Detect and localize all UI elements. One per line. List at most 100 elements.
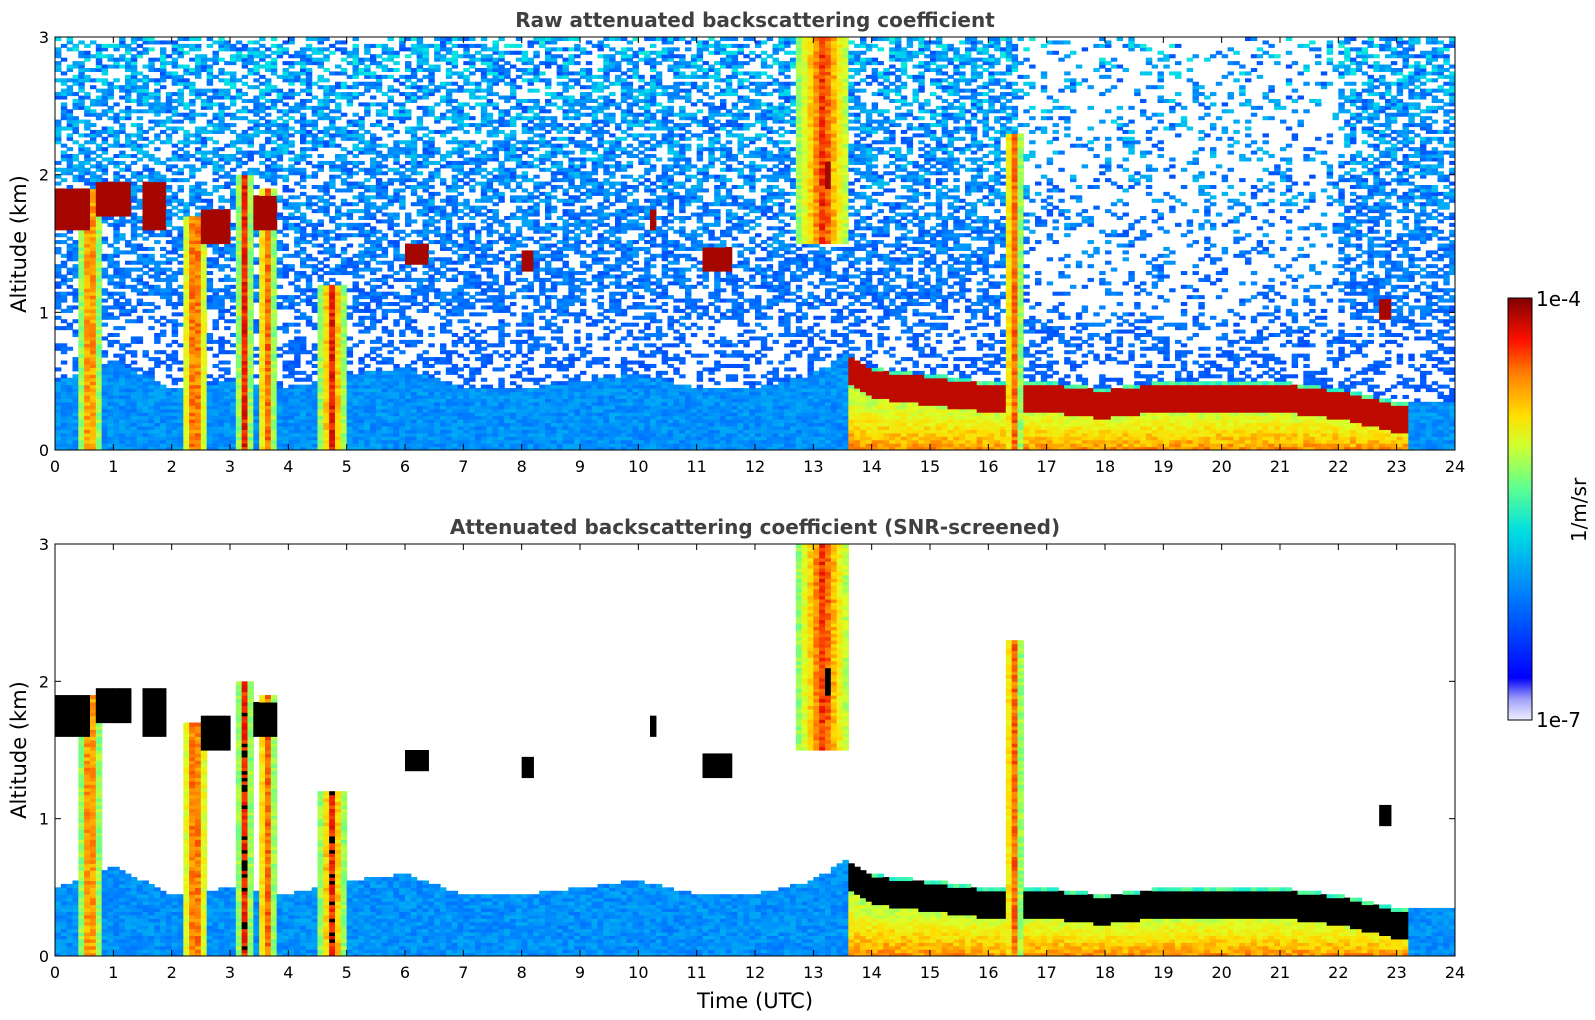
heatmap-cell — [276, 405, 284, 410]
heatmap-cell — [200, 422, 208, 427]
heatmap-cell — [270, 350, 278, 355]
heatmap-cell — [230, 236, 237, 241]
heatmap-cell — [352, 432, 359, 437]
heatmap-cell — [393, 291, 400, 296]
heatmap-cell — [288, 40, 295, 45]
heatmap-cell — [195, 274, 202, 279]
heatmap-cell — [311, 174, 319, 179]
heatmap-cell — [410, 422, 418, 427]
heatmap-cell — [335, 319, 342, 324]
heatmap-cell — [200, 260, 208, 265]
heatmap-cell — [288, 412, 295, 417]
heatmap-cell — [113, 195, 120, 200]
heatmap-cell — [95, 346, 103, 351]
heatmap-cell — [241, 43, 249, 48]
heatmap-cell — [393, 443, 400, 448]
heatmap-cell — [381, 181, 389, 186]
heatmap-cell — [300, 377, 307, 382]
heatmap-cell — [177, 343, 184, 348]
heatmap-cell — [381, 74, 389, 79]
heatmap-cell — [95, 377, 103, 382]
heatmap-cell — [177, 95, 184, 100]
heatmap-cell — [305, 284, 313, 289]
heatmap-cell — [358, 408, 365, 413]
heatmap-cell — [113, 233, 120, 238]
heatmap-cell — [253, 295, 260, 300]
heatmap-cell — [160, 222, 167, 227]
heatmap-cell — [323, 284, 330, 289]
heatmap-cell — [72, 429, 79, 434]
heatmap-cell — [230, 202, 237, 207]
heatmap-cell — [171, 212, 179, 217]
heatmap-cell — [101, 267, 109, 272]
heatmap-cell — [282, 408, 289, 413]
heatmap-cell — [125, 267, 132, 272]
heatmap-cell — [200, 143, 208, 148]
heatmap-cell — [393, 308, 400, 313]
heatmap-cell — [294, 236, 301, 241]
heatmap-cell — [393, 408, 400, 413]
heatmap-cell — [381, 377, 389, 382]
heatmap-cell — [142, 198, 149, 203]
heatmap-cell — [358, 184, 365, 190]
heatmap-cell — [393, 425, 400, 430]
heatmap-cell — [160, 219, 167, 224]
heatmap-cell — [72, 384, 79, 389]
heatmap-cell — [95, 302, 103, 307]
heatmap-cell — [288, 105, 295, 110]
heatmap-cell — [358, 209, 365, 214]
heatmap-cell — [358, 398, 365, 403]
heatmap-cell — [78, 284, 85, 289]
heatmap-cell — [113, 57, 120, 62]
heatmap-cell — [323, 295, 330, 300]
heatmap-cell — [142, 377, 149, 382]
heatmap-cell — [206, 229, 214, 234]
heatmap-cell — [78, 233, 85, 238]
heatmap-cell — [95, 164, 103, 169]
heatmap-cell — [212, 240, 219, 245]
heatmap-cell — [282, 436, 289, 441]
heatmap-cell — [230, 246, 237, 251]
heatmap-cell — [253, 322, 260, 327]
heatmap-cell — [177, 408, 184, 413]
heatmap-cell — [270, 147, 278, 152]
heatmap-cell — [136, 367, 144, 372]
heatmap-cell — [177, 98, 184, 103]
heatmap-cell — [148, 384, 155, 389]
heatmap-cell — [224, 222, 231, 227]
heatmap-cell — [95, 381, 103, 386]
heatmap-cell — [55, 240, 62, 245]
heatmap-cell — [410, 343, 418, 348]
heatmap-cell — [113, 377, 120, 382]
heatmap-cell — [247, 394, 254, 399]
heatmap-cell — [113, 267, 120, 272]
heatmap-cell — [364, 88, 371, 93]
heatmap-cell — [125, 405, 132, 410]
heatmap-cell — [305, 119, 313, 124]
heatmap-cell — [107, 109, 114, 114]
heatmap-cell — [177, 147, 184, 152]
heatmap-cell — [78, 67, 85, 73]
heatmap-cell — [340, 443, 348, 448]
heatmap-cell — [235, 332, 243, 338]
heatmap-cell — [294, 436, 301, 441]
heatmap-cell — [224, 171, 231, 176]
heatmap-cell — [387, 302, 394, 307]
heatmap-cell — [212, 302, 219, 307]
heatmap-cell — [177, 233, 184, 238]
heatmap-cell — [212, 429, 219, 434]
heatmap-cell — [66, 243, 74, 248]
heatmap-cell — [393, 302, 400, 307]
heatmap-cell — [78, 384, 85, 389]
heatmap-cell — [346, 98, 354, 103]
heatmap-cell — [212, 112, 219, 117]
heatmap-cell — [364, 109, 371, 114]
heatmap-cell — [317, 443, 324, 448]
heatmap-cell — [84, 391, 91, 396]
heatmap-cell — [177, 388, 184, 393]
heatmap-cell — [265, 250, 272, 255]
heatmap-cell — [381, 202, 389, 207]
heatmap-cell — [113, 160, 120, 165]
heatmap-cell — [113, 229, 120, 234]
heatmap-cell — [113, 188, 120, 193]
